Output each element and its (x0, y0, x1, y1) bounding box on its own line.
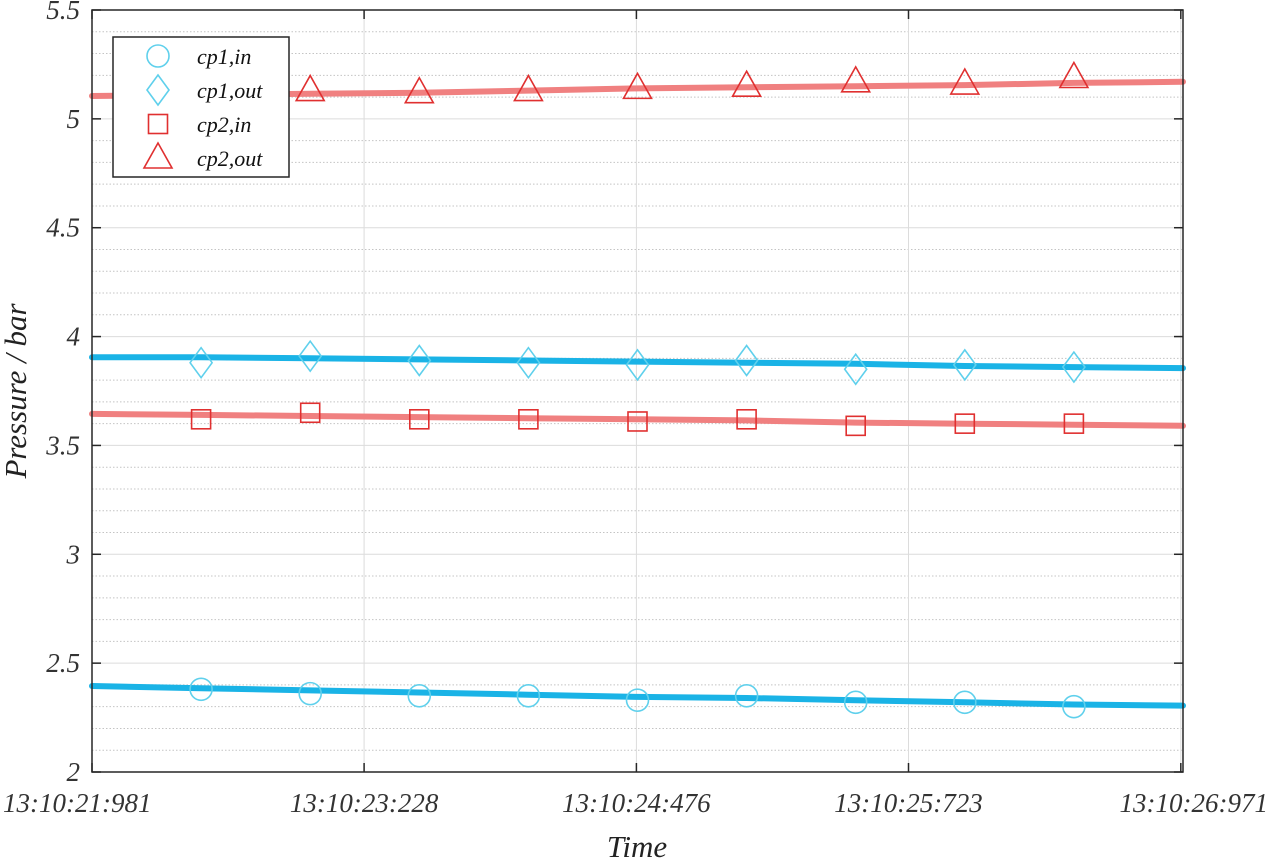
data-point-cp1-in (952, 690, 977, 715)
y-axis-title: Pressure / bar (0, 303, 33, 480)
x-axis-title: Time (607, 829, 668, 859)
data-point-cp1-out (189, 346, 214, 380)
data-point-cp1-out (298, 339, 323, 373)
legend-marker (146, 73, 170, 107)
y-tick-labels: 2 2.5 3 3.5 4 4.5 5 5.5 (45, 0, 80, 787)
tick-marks (91, 9, 1183, 773)
data-point-cp2-in (845, 415, 867, 437)
data-point-cp2-out (731, 69, 762, 97)
legend-box (112, 36, 290, 178)
data-point-cp1-in (298, 681, 323, 706)
series-cp2-in (89, 402, 1186, 437)
data-point-cp1-in (407, 683, 432, 708)
y-tick-label: 3 (66, 539, 81, 569)
data-point-cp2-out (294, 73, 326, 102)
data-point-cp2-in (408, 409, 430, 430)
legend-marker (142, 141, 174, 169)
x-tick-label: 13:10:26:971 (1120, 788, 1268, 818)
data-point-cp2-in (518, 409, 539, 430)
data-point-cp1-in (625, 688, 650, 712)
legend-label: cp1,in (197, 44, 251, 69)
data-point-cp1-in (516, 683, 541, 708)
series-line-cp1-in (89, 683, 1186, 709)
data-point-cp2-in (190, 409, 212, 430)
data-point-cp1-in (1062, 694, 1086, 719)
legend: cp1,in cp1,out cp2,in cp2,out (112, 36, 290, 178)
y-tick-label: 4 (67, 322, 81, 352)
data-point-cp1-out (843, 352, 868, 386)
data-point-cp1-out (516, 346, 541, 380)
data-point-cp1-out (625, 348, 650, 382)
series-cp1-in (89, 677, 1186, 719)
data-point-cp2-out (622, 71, 653, 100)
legend-label: cp1,out (197, 78, 263, 103)
y-tick-label: 3.5 (45, 430, 80, 460)
data-point-cp1-out (1061, 350, 1086, 384)
data-point-cp1-out (952, 348, 977, 382)
legend-marker (146, 44, 170, 68)
y-tick-label: 2.5 (46, 648, 80, 678)
series-layer (89, 60, 1186, 719)
series-line-cp1-out (89, 354, 1186, 372)
data-point-cp1-in (843, 690, 868, 715)
data-point-cp2-out (1058, 60, 1090, 89)
data-point-cp1-in (189, 677, 213, 702)
legend-label: cp2,in (197, 112, 251, 137)
legend-label: cp2,out (197, 146, 263, 171)
series-cp1-out (89, 339, 1186, 386)
data-point-cp2-out (840, 65, 872, 93)
x-tick-labels: 13:10:21:981 13:10:23:228 13:10:24:476 13:1… (3, 788, 1268, 818)
data-point-cp2-out (513, 73, 544, 102)
data-point-cp2-in (736, 409, 757, 430)
legend-marker (147, 113, 169, 135)
y-tick-label: 4.5 (46, 213, 80, 243)
y-tick-label: 5 (67, 104, 81, 134)
series-line-cp2-in (89, 410, 1186, 429)
y-tick-label: 5.5 (46, 0, 80, 25)
data-point-cp2-in (954, 413, 976, 434)
data-point-cp2-out (949, 67, 981, 95)
x-tick-label: 13:10:25:723 (834, 788, 982, 818)
x-tick-label: 13:10:24:476 (562, 788, 711, 818)
data-point-cp1-out (734, 344, 759, 377)
data-point-cp2-in (299, 402, 321, 424)
data-point-cp1-in (734, 683, 759, 708)
y-tick-label: 2 (67, 757, 81, 787)
plot-frame (91, 9, 1184, 773)
data-point-cp2-in (627, 411, 648, 432)
data-point-cp2-out (403, 76, 435, 104)
x-tick-label: 13:10:21:981 (3, 788, 151, 818)
data-point-cp1-out (407, 344, 432, 377)
x-tick-label: 13:10:23:228 (290, 788, 439, 818)
data-point-cp2-in (1063, 413, 1085, 434)
